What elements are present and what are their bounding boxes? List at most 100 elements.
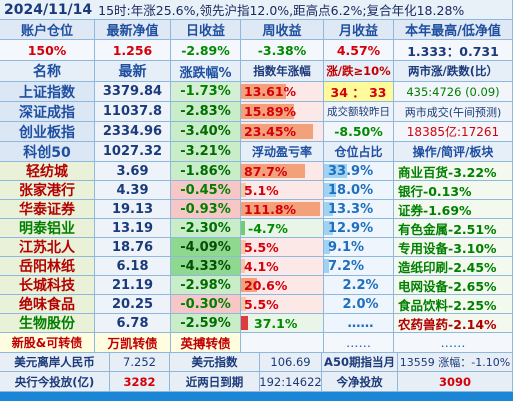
stock-change: -2.98% [171, 276, 241, 295]
net-injection-value: 3090 [398, 372, 513, 392]
index-latest: 2334.96 [95, 122, 171, 142]
stock-name[interactable]: 长城科技 [0, 276, 95, 295]
net-injection-label: 今净投放 [322, 372, 398, 392]
stock-row[interactable]: 张家港行 4.39 -0.45% 5.1% 18.0% 银行-0.13% [0, 181, 513, 200]
stock-weight: 13.3% [324, 200, 394, 219]
stock-row[interactable]: 绝味食品 20.25 -0.30% 5.5% 2.0% 食品饮料-2.25% [0, 295, 513, 314]
stock-float-pl: 5.5% [241, 295, 324, 314]
summary-header-row: 账户仓位 最新净值 日收益 周收益 月收益 本年最高/低净值 [0, 20, 513, 40]
stock-row[interactable]: 华泰证券 19.13 -0.93% 111.8% 13.3% 证券-1.69% [0, 200, 513, 219]
header-daily: 日收益 [171, 20, 241, 40]
header-name: 名称 [0, 61, 95, 82]
stock-weight: 12.9% [324, 219, 394, 238]
stock-weight: 2.0% [324, 295, 394, 314]
turnover-label: 成交额较昨日 [324, 102, 394, 122]
stock-name[interactable]: 华泰证券 [0, 200, 95, 219]
stock-name[interactable]: 绝味食品 [0, 295, 95, 314]
index-name[interactable]: 上证指数 [0, 82, 95, 102]
nav-value: 1.256 [95, 40, 171, 61]
stock-float-pl: 87.7% [241, 162, 324, 181]
updown-count: 34 ： 33 [324, 82, 394, 102]
daily-value: -2.89% [171, 40, 241, 61]
index-change: -3.40% [171, 122, 241, 142]
empty-cell [241, 333, 324, 353]
stock-weight: 2.2% [324, 276, 394, 295]
ellipsis-cell: …… [324, 333, 394, 353]
index-name[interactable]: 深证成指 [0, 102, 95, 122]
stock-note: 证券-1.69% [394, 200, 513, 219]
stock-price: 20.25 [95, 295, 171, 314]
stock-weight: 18.0% [324, 181, 394, 200]
stock-float-pl: 4.1% [241, 257, 324, 276]
index-change: -3.21% [171, 142, 241, 162]
stock-row[interactable]: 轻纺城 3.69 -1.86% 87.7% 33.9% 商业百货-3.22% [0, 162, 513, 181]
stock-row[interactable]: 明泰铝业 13.19 -2.30% -4.7% 12.9% 有色金属-2.51% [0, 219, 513, 238]
stock-change: -2.30% [171, 219, 241, 238]
stock-row[interactable]: 长城科技 21.19 -2.98% 20.6% 2.2% 电网设备-2.65% [0, 276, 513, 295]
stock-name[interactable]: 张家港行 [0, 181, 95, 200]
stock-note: 电网设备-2.65% [394, 276, 513, 295]
index-header-row: 名称 最新 涨跌幅% 指数年涨幅 涨/跌≥10% 两市涨/跌数(比） [0, 61, 513, 82]
maturity-label: 近两日到期 [170, 372, 260, 392]
index-row: 科创50 1027.32 -3.21% 浮动盈亏率 仓位占比 操作/简评/板块 [0, 142, 513, 162]
stock-price: 3.69 [95, 162, 171, 181]
date-label: 2024/11/14 [4, 1, 93, 18]
header-position: 账户仓位 [0, 20, 95, 40]
fx-value: 7.252 [110, 353, 170, 372]
index-name[interactable]: 科创50 [0, 142, 95, 162]
header-change: 涨跌幅% [171, 61, 241, 82]
position-value: 150% [0, 40, 95, 61]
top-summary-row: 2024/11/14 15时:年涨25.6%,领先沪指12.0%,距高点6.2%… [0, 0, 513, 20]
pboc-label: 央行今投放(亿) [0, 372, 110, 392]
index-annual: 23.45% [241, 122, 324, 142]
bond-1[interactable]: 万凯转债 [95, 333, 171, 353]
stock-price: 19.13 [95, 200, 171, 219]
fx-label: 美元离岸人民币 [0, 353, 110, 372]
stock-weight: 33.9% [324, 162, 394, 181]
header-latest: 最新 [95, 61, 171, 82]
header-updown: 涨/跌≥10% [324, 61, 394, 82]
stock-price: 6.78 [95, 314, 171, 333]
stock-note: 专用设备-3.10% [394, 238, 513, 257]
stock-change: -4.33% [171, 257, 241, 276]
stock-float-pl: 20.6% [241, 276, 324, 295]
stock-name[interactable]: 明泰铝业 [0, 219, 95, 238]
bond-2[interactable]: 英搏转债 [171, 333, 241, 353]
stock-row[interactable]: 岳阳林纸 6.18 -4.33% 4.1% 7.2% 造纸印刷-2.45% [0, 257, 513, 276]
header-note: 操作/简评/板块 [394, 142, 513, 162]
index-annual: 13.61% [241, 82, 324, 102]
stock-weight: …… [324, 314, 394, 333]
header-monthly: 月收益 [324, 20, 394, 40]
header-float-pl: 浮动盈亏率 [241, 142, 324, 162]
stock-note: 有色金属-2.51% [394, 219, 513, 238]
market-turnover-label: 两市成交(午间预测) [394, 102, 513, 122]
header-weight: 仓位占比 [324, 142, 394, 162]
turnover-change: -8.50% [324, 122, 394, 142]
stock-price: 18.76 [95, 238, 171, 257]
header-annual: 指数年涨幅 [241, 61, 324, 82]
stock-price: 4.39 [95, 181, 171, 200]
header-ratio: 两市涨/跌数(比） [394, 61, 513, 82]
index-row: 上证指数 3379.84 -1.73% 13.61% 34 ： 33 435:4… [0, 82, 513, 102]
index-latest: 11037.8 [95, 102, 171, 122]
index-row: 创业板指 2334.96 -3.40% 23.45% -8.50% 18385亿… [0, 122, 513, 142]
stock-price: 21.19 [95, 276, 171, 295]
fx-row: 美元离岸人民币 7.252 美元指数 106.69 A50期指当月 13559 … [0, 353, 513, 372]
index-name[interactable]: 创业板指 [0, 122, 95, 142]
stock-change: -0.30% [171, 295, 241, 314]
stock-price: 13.19 [95, 219, 171, 238]
stock-price: 6.18 [95, 257, 171, 276]
stock-row[interactable]: 生物股份 6.78 -2.59% 37.1% …… 农药兽药-2.14% [0, 314, 513, 333]
stock-weight: 7.2% [324, 257, 394, 276]
index-latest: 1027.32 [95, 142, 171, 162]
weekly-value: -3.38% [241, 40, 324, 61]
stock-float-pl: 5.1% [241, 181, 324, 200]
stock-float-pl: 111.8% [241, 200, 324, 219]
stock-name[interactable]: 生物股份 [0, 314, 95, 333]
stock-name[interactable]: 轻纺城 [0, 162, 95, 181]
summary-value-row: 150% 1.256 -2.89% -3.38% 4.57% 1.333：0.7… [0, 40, 513, 61]
year-hilo-value: 1.333：0.731 [394, 40, 513, 61]
stock-row[interactable]: 江苏北人 18.76 -4.09% 5.5% 9.1% 专用设备-3.10% [0, 238, 513, 257]
stock-name[interactable]: 江苏北人 [0, 238, 95, 257]
stock-name[interactable]: 岳阳林纸 [0, 257, 95, 276]
